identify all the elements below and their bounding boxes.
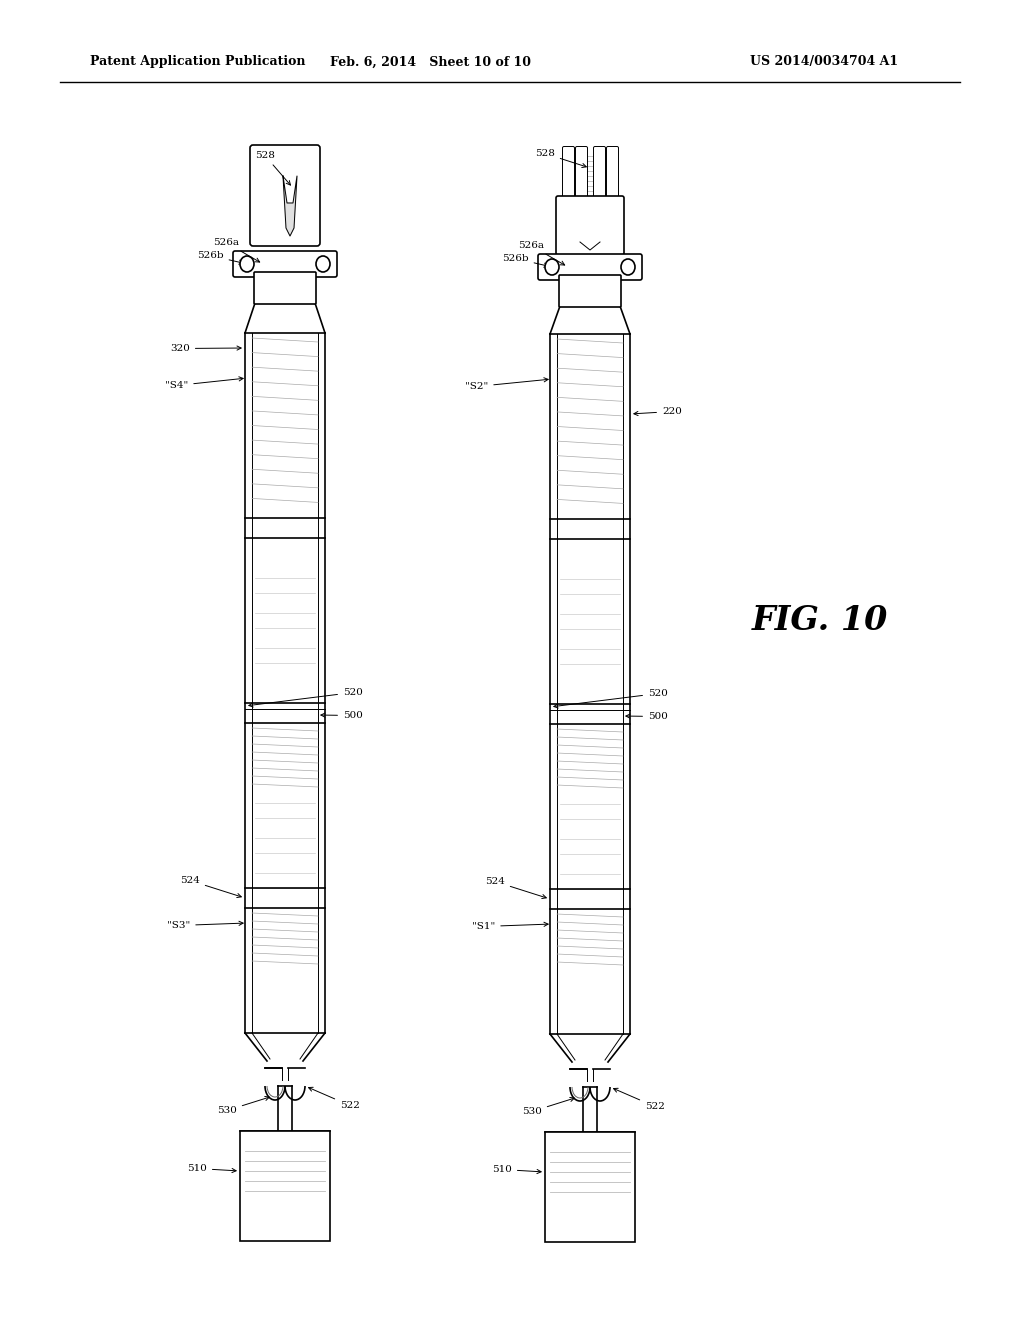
FancyBboxPatch shape <box>254 272 316 304</box>
Text: 526a: 526a <box>213 238 260 263</box>
Text: 320: 320 <box>170 345 241 352</box>
FancyBboxPatch shape <box>233 251 337 277</box>
FancyBboxPatch shape <box>538 253 642 280</box>
Bar <box>240 1131 330 1241</box>
Text: 528: 528 <box>535 149 587 168</box>
FancyBboxPatch shape <box>559 275 621 308</box>
Text: 526a: 526a <box>518 242 564 265</box>
Text: 530: 530 <box>217 1097 269 1115</box>
Text: 522: 522 <box>308 1088 359 1110</box>
Text: 520: 520 <box>554 689 668 708</box>
FancyBboxPatch shape <box>250 145 319 246</box>
Text: 220: 220 <box>634 407 682 416</box>
Text: 510: 510 <box>492 1166 541 1173</box>
Polygon shape <box>283 176 297 236</box>
Ellipse shape <box>545 259 559 275</box>
FancyBboxPatch shape <box>556 195 624 255</box>
FancyBboxPatch shape <box>562 147 574 205</box>
Text: "S2": "S2" <box>465 378 548 391</box>
Ellipse shape <box>316 256 330 272</box>
Bar <box>545 1133 635 1242</box>
Text: Feb. 6, 2014   Sheet 10 of 10: Feb. 6, 2014 Sheet 10 of 10 <box>330 55 530 69</box>
Ellipse shape <box>240 256 254 272</box>
Text: 500: 500 <box>321 711 362 719</box>
FancyBboxPatch shape <box>606 147 618 205</box>
Text: FIG. 10: FIG. 10 <box>752 603 888 636</box>
Text: 500: 500 <box>626 711 668 721</box>
Text: 526b: 526b <box>502 253 548 267</box>
FancyBboxPatch shape <box>594 147 605 205</box>
Text: 530: 530 <box>522 1097 574 1115</box>
Text: "S3": "S3" <box>167 921 243 931</box>
Text: 524: 524 <box>485 876 547 899</box>
Text: Patent Application Publication: Patent Application Publication <box>90 55 305 69</box>
Text: "S1": "S1" <box>472 921 548 931</box>
Text: US 2014/0034704 A1: US 2014/0034704 A1 <box>750 55 898 69</box>
FancyBboxPatch shape <box>575 147 588 205</box>
Text: "S4": "S4" <box>165 376 243 389</box>
Ellipse shape <box>621 259 635 275</box>
Text: 526b: 526b <box>197 251 244 264</box>
Text: 528: 528 <box>255 150 291 185</box>
Text: 522: 522 <box>613 1088 665 1111</box>
Text: 520: 520 <box>249 688 362 708</box>
Text: 510: 510 <box>187 1164 237 1173</box>
Text: 524: 524 <box>180 876 242 898</box>
